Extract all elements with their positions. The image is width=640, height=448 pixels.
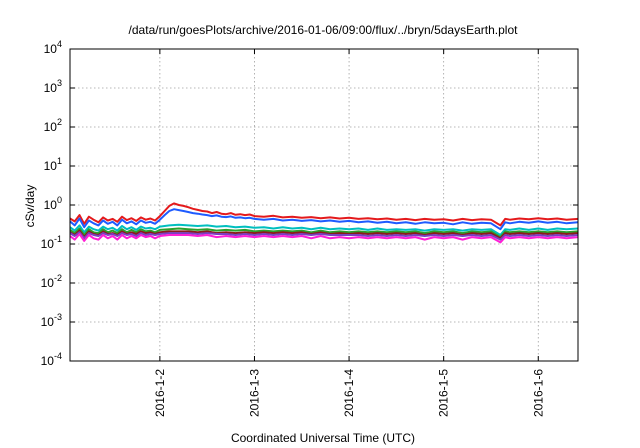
y-tick-label: 10-1	[41, 234, 62, 251]
y-tick-label: 10-2	[41, 273, 62, 290]
x-tick-label: 2016-1-5	[437, 369, 451, 417]
series-line	[69, 227, 579, 239]
y-tick-label: 101	[44, 156, 62, 173]
x-tick-label: 2016-1-6	[531, 369, 545, 417]
y-tick-label: 10-3	[41, 312, 62, 329]
y-tick-label: 103	[44, 78, 62, 95]
series-line	[69, 231, 579, 241]
chart-title: /data/run/goesPlots/archive/2016-01-06/0…	[129, 23, 519, 37]
y-tick-label: 100	[44, 195, 62, 212]
y-tick-label: 10-4	[41, 351, 62, 368]
series-line	[69, 233, 579, 244]
series-line	[69, 229, 579, 240]
grid	[70, 49, 578, 361]
y-tick-label: 104	[44, 39, 62, 56]
series-line	[69, 223, 579, 236]
series-line	[69, 208, 579, 231]
y-axis-label: cSv/day	[23, 185, 37, 228]
x-tick-label: 2016-1-3	[247, 369, 261, 417]
x-axis: 2016-1-2 2016-1-3 2016-1-4 2016-1-5 2016-1-6	[153, 49, 545, 417]
y-tick-label: 102	[44, 117, 62, 134]
y-axis: 10-4 10-3 10-2 10-1 100 101 102 103 104	[41, 39, 578, 368]
x-tick-label: 2016-1-4	[342, 369, 356, 417]
x-axis-label: Coordinated Universal Time (UTC)	[231, 431, 415, 445]
x-tick-label: 2016-1-2	[153, 369, 167, 417]
series-line	[69, 202, 579, 227]
series-layer	[69, 202, 579, 244]
